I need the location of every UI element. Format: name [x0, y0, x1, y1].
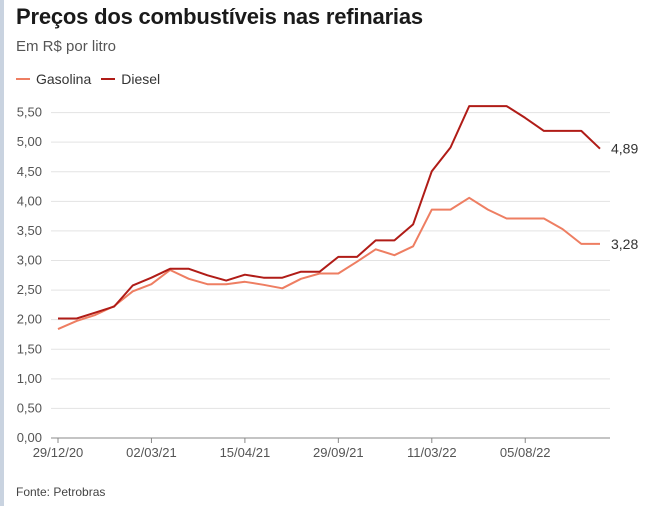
- y-tick-label: 2,00: [17, 312, 42, 327]
- x-tick-label: 02/03/21: [126, 445, 177, 460]
- legend: Gasolina Diesel: [16, 71, 170, 87]
- chart-title: Preços dos combustíveis nas refinarias: [16, 4, 423, 29]
- y-tick-label: 1,50: [17, 341, 42, 356]
- y-tick-label: 5,00: [17, 134, 42, 149]
- legend-item-diesel: Diesel: [101, 71, 160, 87]
- end-label-gasolina: 3,28: [611, 236, 638, 252]
- source-note: Fonte: Petrobras: [16, 485, 106, 499]
- y-tick-label: 3,00: [17, 253, 42, 268]
- legend-swatch-diesel: [101, 78, 116, 80]
- y-tick-label: 4,50: [17, 164, 42, 179]
- chart-subtitle: Em R$ por litro: [16, 38, 117, 55]
- legend-swatch-gasolina: [16, 78, 30, 80]
- y-tick-label: 3,50: [17, 223, 42, 238]
- x-tick-label: 15/04/21: [220, 445, 271, 460]
- y-tick-label: 2,50: [17, 282, 42, 297]
- y-tick-label: 0,00: [17, 430, 42, 445]
- y-tick-label: 0,50: [17, 400, 42, 415]
- legend-label-diesel: Diesel: [121, 71, 161, 87]
- left-accent-bar: [0, 0, 4, 506]
- x-tick-label: 05/08/22: [500, 445, 551, 460]
- series-line-diesel: [58, 105, 601, 320]
- x-tick-label: 11/03/22: [407, 445, 457, 460]
- x-tick-label: 29/12/20: [33, 445, 84, 460]
- end-label-diesel: 4,89: [611, 141, 638, 157]
- x-tick-label: 29/09/21: [313, 445, 364, 460]
- legend-label-gasolina: Gasolina: [36, 71, 92, 87]
- y-tick-label: 4,00: [17, 193, 42, 208]
- legend-item-gasolina: Gasolina: [16, 71, 91, 87]
- series-line-gasolina: [57, 196, 600, 331]
- y-tick-label: 5,50: [17, 105, 42, 120]
- y-tick-label: 1,00: [17, 371, 42, 386]
